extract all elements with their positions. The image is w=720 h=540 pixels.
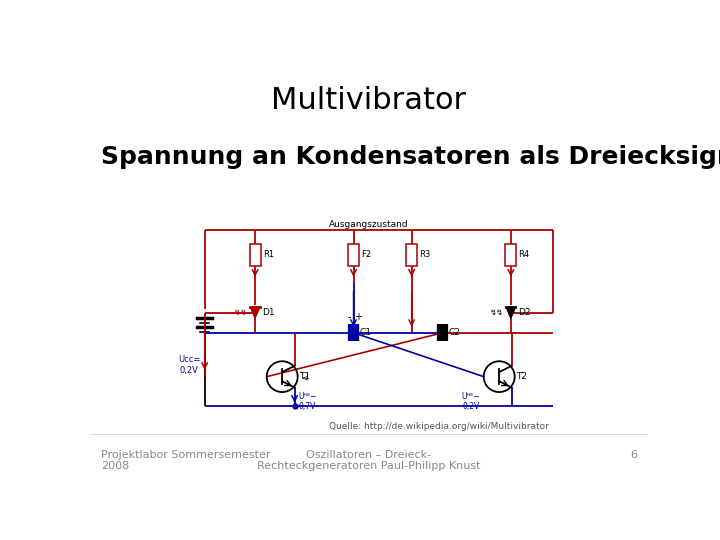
Text: T1: T1 xyxy=(300,372,310,381)
Text: 6: 6 xyxy=(630,450,637,460)
Bar xyxy=(505,244,516,266)
Text: Uᴴᴱ−
0,2V: Uᴴᴱ− 0,2V xyxy=(462,392,480,411)
Bar xyxy=(348,244,359,266)
Text: R3: R3 xyxy=(419,251,431,260)
Text: <: < xyxy=(302,373,309,382)
Text: +: + xyxy=(354,312,362,322)
Text: Uᴴᴱ−
0,7V: Uᴴᴱ− 0,7V xyxy=(299,392,317,411)
Text: Projektlabor Sommersemester
2008: Projektlabor Sommersemester 2008 xyxy=(101,450,270,471)
Polygon shape xyxy=(251,307,260,318)
Text: Ausgangszustand: Ausgangszustand xyxy=(329,220,409,229)
Text: C2: C2 xyxy=(449,328,461,338)
Text: R1: R1 xyxy=(263,251,274,260)
Text: F2: F2 xyxy=(361,251,372,260)
Polygon shape xyxy=(506,307,516,318)
Text: ↯↯: ↯↯ xyxy=(490,308,504,317)
Text: Multivibrator: Multivibrator xyxy=(271,86,467,116)
Text: Uᴄᴄ=
0,2V: Uᴄᴄ= 0,2V xyxy=(178,355,200,375)
Text: Spannung an Kondensatoren als Dreiecksignal: Spannung an Kondensatoren als Dreiecksig… xyxy=(101,145,720,169)
Text: -: - xyxy=(347,312,351,322)
Text: D2: D2 xyxy=(518,308,531,317)
Text: Oszillatoren – Dreieck-
Rechteckgeneratoren Paul-Philipp Knust: Oszillatoren – Dreieck- Rechteckgenerato… xyxy=(257,450,481,471)
Text: ↯↯: ↯↯ xyxy=(234,308,248,317)
Bar xyxy=(250,244,261,266)
Text: R4: R4 xyxy=(518,251,530,260)
Bar xyxy=(406,244,417,266)
Text: T2: T2 xyxy=(516,372,527,381)
Text: D1: D1 xyxy=(262,308,274,317)
Text: C1: C1 xyxy=(360,328,372,338)
Text: Quelle: http://de.wikipedia.org/wiki/Multivibrator: Quelle: http://de.wikipedia.org/wiki/Mul… xyxy=(329,422,549,431)
